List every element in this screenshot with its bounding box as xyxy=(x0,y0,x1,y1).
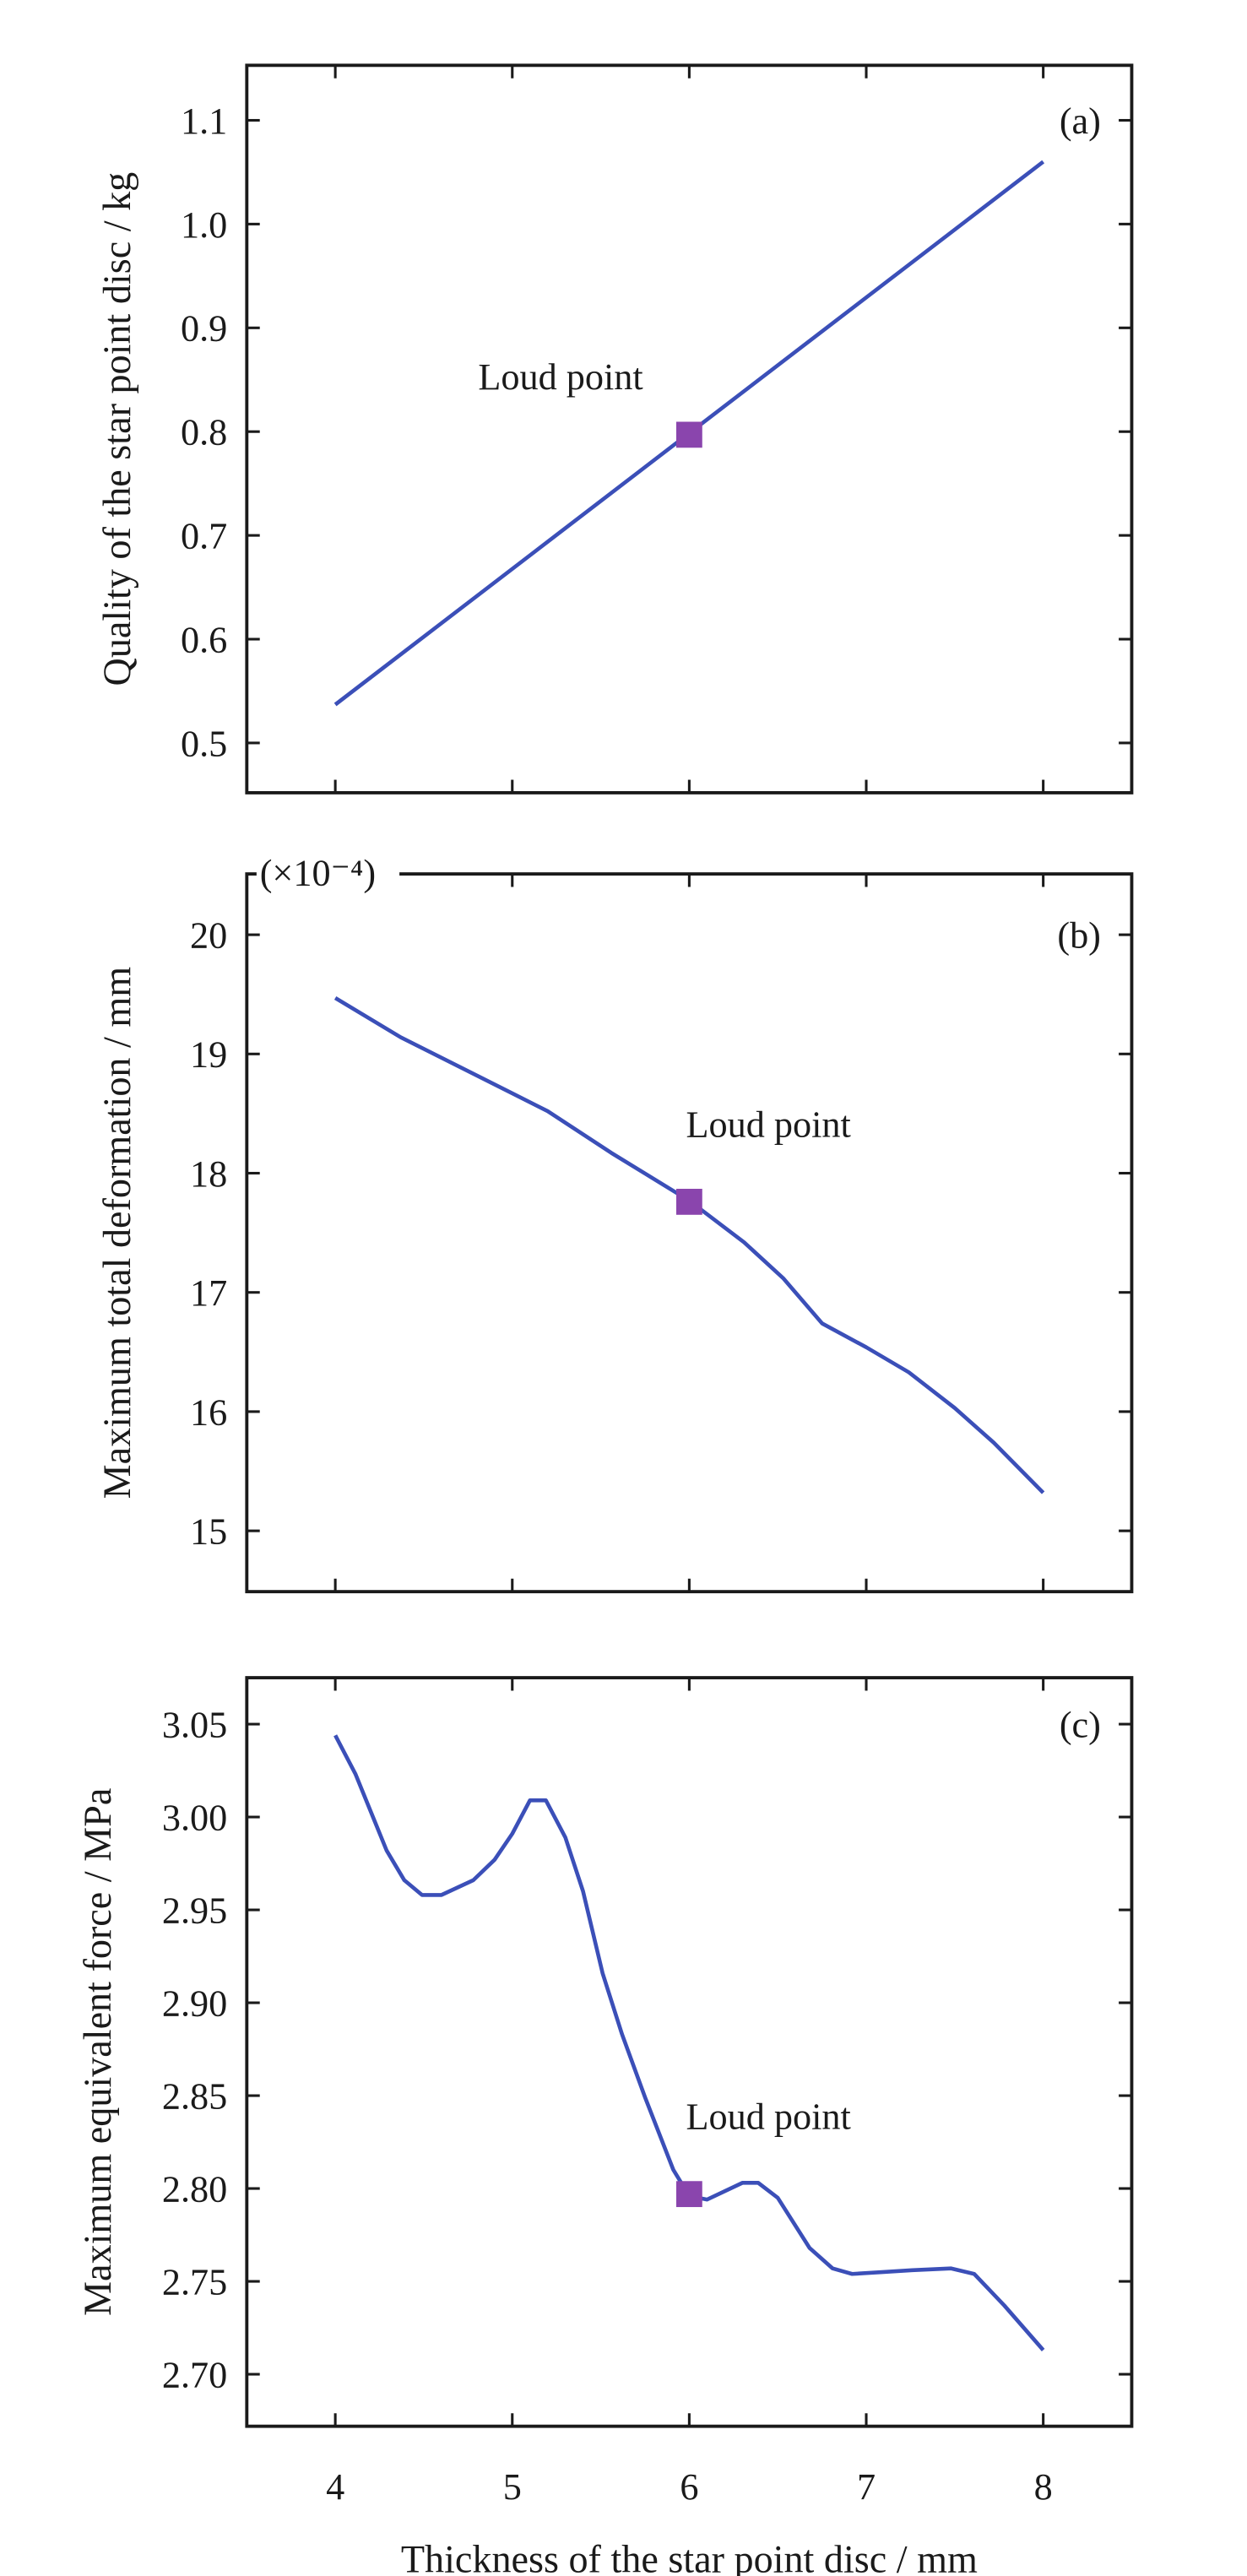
panel-label: (c) xyxy=(1060,1704,1101,1745)
y-axis-multiplier: (×10⁻⁴) xyxy=(260,853,376,894)
y-tick-label: 2.80 xyxy=(162,2168,227,2210)
y-tick-label: 1.1 xyxy=(181,100,227,142)
y-tick-label: 2.85 xyxy=(162,2075,227,2117)
panel-label: (b) xyxy=(1057,914,1101,956)
y-tick-label: 16 xyxy=(190,1391,227,1433)
y-tick-label: 0.5 xyxy=(181,723,227,764)
y-tick-label: 3.05 xyxy=(162,1704,227,1745)
panel-b: 15 16 17 18 19 20 Maximum total deformation / … xyxy=(95,851,1134,1594)
loud-point-marker xyxy=(676,421,702,448)
y-tick-label: 2.75 xyxy=(162,2261,227,2302)
y-tick-label: 17 xyxy=(190,1272,227,1314)
multiplier-bg xyxy=(256,851,400,898)
x-tick-label: 7 xyxy=(857,2466,876,2508)
panel-c: 4 5 6 7 8 2.70 2.75 2.80 2.85 2.90 2.95 3.00 3.05 Max… xyxy=(76,1676,1134,2576)
y-tick-label: 0.6 xyxy=(181,619,227,660)
y-tick-label: 0.8 xyxy=(181,412,227,453)
y-axis-label: Maximum total deformation / mm xyxy=(95,967,138,1500)
y-tick-label: 0.7 xyxy=(181,516,227,557)
y-tick-label: 19 xyxy=(190,1034,227,1076)
loud-point-annotation: Loud point xyxy=(478,356,643,398)
x-axis-label: Thickness of the star point disc / mm xyxy=(401,2538,978,2576)
plot-frame xyxy=(245,872,1134,1594)
y-tick-label: 2.95 xyxy=(162,1890,227,1931)
y-tick-label: 1.0 xyxy=(181,204,227,246)
plot-frame xyxy=(245,1676,1134,2428)
loud-point-marker xyxy=(676,1189,702,1215)
x-tick-label: 4 xyxy=(326,2466,344,2508)
y-axis-label: Quality of the star point disc / kg xyxy=(95,172,138,686)
y-tick-label: 0.9 xyxy=(181,308,227,350)
data-series-line xyxy=(333,996,1045,1494)
x-tick-label: 8 xyxy=(1034,2466,1053,2508)
x-tick-label: 5 xyxy=(503,2466,522,2508)
loud-point-annotation: Loud point xyxy=(686,1104,852,1145)
x-tick-label: 6 xyxy=(680,2466,698,2508)
panel-a: 0.5 0.6 0.7 0.8 0.9 1.0 1.1 Quality of the star… xyxy=(95,63,1134,794)
y-tick-label: 2.70 xyxy=(162,2354,227,2395)
y-tick-label: 3.00 xyxy=(162,1797,227,1838)
y-tick-label: 15 xyxy=(190,1511,227,1553)
y-tick-label: 2.90 xyxy=(162,1982,227,2024)
loud-point-marker xyxy=(676,2181,702,2208)
y-axis-label: Maximum equivalent force / MPa xyxy=(76,1788,119,2316)
y-tick-label: 20 xyxy=(190,914,227,956)
panel-label: (a) xyxy=(1060,100,1101,142)
data-series-line xyxy=(333,1734,1045,2351)
loud-point-annotation: Loud point xyxy=(686,2096,852,2138)
y-tick-label: 18 xyxy=(190,1153,227,1195)
